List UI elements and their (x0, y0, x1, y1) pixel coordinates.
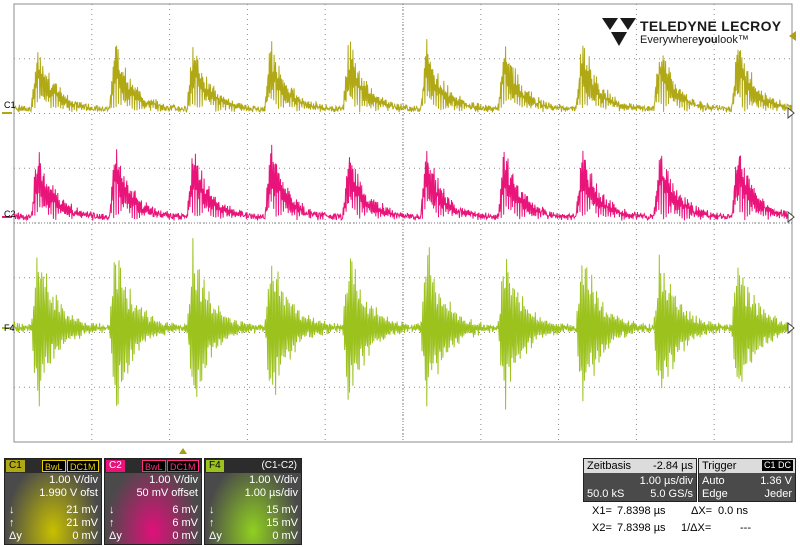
bandwidth-badge: BwL (42, 460, 66, 472)
cursor-delta: 0 mV (172, 530, 198, 542)
trace-c1 (13, 39, 793, 114)
trace-offset-marker-right (787, 321, 795, 335)
trace-offset-marker-right (787, 106, 795, 120)
timebase-title: Zeitbasis (587, 460, 632, 472)
cursor-value: 6 mV (172, 504, 198, 516)
graticule (2, 3, 795, 443)
coupling-badge: DC1M (67, 460, 99, 472)
trigger-panel[interactable]: Trigger C1 DC Auto 1.36 V Edge Jeder (698, 458, 796, 502)
trace-label-c2: C2 (4, 209, 16, 219)
trigger-level-marker[interactable] (789, 31, 796, 41)
coupling-badge: DC1M (167, 460, 199, 472)
cursor-x2-value: 7.8398 µs (617, 522, 666, 534)
cursor-value: 15 mV (266, 517, 298, 529)
function-name: F4 (206, 460, 224, 472)
cursor-value: 15 mV (266, 504, 298, 516)
bandwidth-badge: BwL (142, 460, 166, 472)
trace-label-c1: C1 (4, 100, 16, 110)
offset-value: 50 mV offset (136, 487, 198, 499)
trace-c2 (13, 144, 793, 222)
trigger-slope: Jeder (764, 488, 792, 500)
function-panel-f4[interactable]: F4 (C1-C2) 1.00 V/div 1.00 µs/div ↓ 15 mV… (204, 458, 302, 545)
trigger-title: Trigger (702, 460, 737, 472)
cursor-x2-label: X2= (592, 522, 612, 534)
teledyne-logo-icon (602, 18, 636, 46)
brand-tagline: Everywhereyoulook™ (640, 34, 749, 46)
cursor-dx-label: ΔX= (691, 505, 713, 517)
sample-count: 50.0 kS (587, 488, 625, 500)
time-per-div: 1.00 µs/div (244, 487, 298, 499)
trace-label-f4: F4 (4, 323, 15, 333)
trigger-mode: Auto (702, 475, 725, 487)
volts-per-div: 1.00 V/div (49, 474, 98, 486)
cursor-x1-label: X1= (592, 505, 612, 517)
cursor-inv-dx-value: --- (740, 522, 751, 534)
cursor-value: 21 mV (66, 504, 98, 516)
waveform-display[interactable] (0, 0, 800, 445)
trigger-level: 1.36 V (760, 475, 792, 487)
cursor-delta: 0 mV (72, 530, 98, 542)
volts-per-div: 1.00 V/div (249, 474, 298, 486)
function-formula: (C1-C2) (261, 460, 297, 471)
time-per-div: 1.00 µs/div (639, 475, 693, 487)
trace-offset-marker-right (787, 210, 795, 224)
trigger-position-marker[interactable] (179, 448, 187, 454)
cursor-value: 21 mV (66, 517, 98, 529)
brand-logo: TELEDYNE LECROY Everywhereyoulook™ (600, 14, 790, 50)
cursor-value: 6 mV (172, 517, 198, 529)
timebase-delay: -2.84 µs (653, 460, 693, 472)
offset-value: 1.990 V ofst (39, 487, 98, 499)
trigger-source-badge: C1 DC (761, 460, 793, 471)
cursor-dx-value: 0.0 ns (718, 505, 748, 517)
channel-name: C2 (106, 460, 125, 472)
volts-per-div: 1.00 V/div (149, 474, 198, 486)
cursor-x1-value: 7.8398 µs (617, 505, 666, 517)
trigger-type: Edge (702, 488, 728, 500)
cursor-inv-dx-label: 1/ΔX= (681, 522, 712, 534)
channel-name: C1 (6, 460, 25, 472)
timebase-panel[interactable]: Zeitbasis -2.84 µs 1.00 µs/div 50.0 kS 5.… (583, 458, 697, 502)
cursor-delta: 0 mV (272, 530, 298, 542)
sample-rate: 5.0 GS/s (650, 488, 693, 500)
brand-name: TELEDYNE LECROY (640, 18, 782, 34)
channel-panel-c2[interactable]: C2 BwL DC1M 1.00 V/div 50 mV offset ↓ 6 m… (104, 458, 202, 545)
trace-f4 (13, 238, 793, 410)
channel-panel-c1[interactable]: C1 BwL DC1M 1.00 V/div 1.990 V ofst ↓ 21 … (4, 458, 102, 545)
